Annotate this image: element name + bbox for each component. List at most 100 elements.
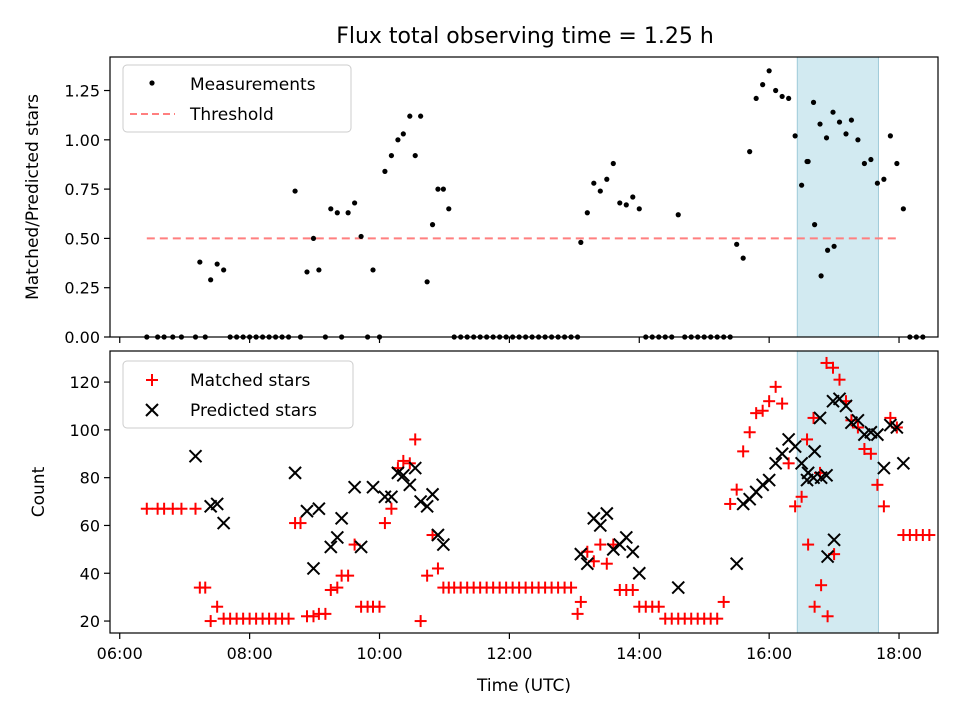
top-legend: Measurements Threshold (122, 64, 352, 133)
matched-star-point (414, 615, 427, 628)
measurement-point (636, 206, 642, 212)
matched-star-point (756, 404, 769, 417)
x-tick-label: 18:00 (876, 644, 922, 663)
matched-star-point (594, 538, 607, 551)
legend-measurements-label: Measurements (190, 75, 316, 95)
top-y-tick-label: 0.50 (64, 229, 100, 248)
matched-star-point (858, 442, 871, 455)
legend-predicted-marker (145, 403, 159, 417)
measurement-point (825, 247, 831, 253)
predicted-star-point (729, 556, 744, 571)
matched-star-point (175, 502, 188, 515)
predicted-star-point (794, 456, 809, 471)
measurement-point (584, 210, 590, 216)
x-tick-label: 06:00 (97, 644, 143, 663)
matched-star-point (820, 356, 833, 369)
predicted-star-point (762, 473, 776, 487)
predicted-star-point (436, 537, 451, 552)
predicted-star-point (890, 420, 904, 435)
predicted-star-point (347, 480, 362, 494)
matched-star-point (851, 421, 864, 434)
figure-title: Flux total observing time = 1.25 h (336, 24, 714, 49)
measurement-point (429, 222, 436, 228)
measurement-point (773, 87, 779, 94)
predicted-star-point (288, 466, 302, 480)
matched-star-point (802, 538, 815, 551)
predicted-star-point (210, 497, 224, 511)
matched-star-point (282, 612, 295, 625)
measurement-point (799, 182, 805, 188)
predicted-star-point (827, 533, 841, 547)
bottom-observing-window (796, 350, 879, 634)
measurement-point (786, 95, 792, 102)
x-axis-label: Time (UTC) (476, 676, 571, 696)
x-tick-label: 12:00 (486, 644, 532, 663)
measurement-point (753, 95, 759, 102)
matched-star-point (397, 454, 410, 467)
matched-star-point (204, 615, 217, 628)
predicted-star-point (408, 461, 422, 475)
predicted-star-point (300, 504, 314, 518)
predicted-star-point (420, 499, 434, 514)
measurement-point (630, 194, 636, 200)
measurement-point (610, 160, 616, 167)
measurement-point (412, 152, 418, 159)
measurement-point (804, 158, 810, 165)
predicted-star-point (632, 566, 646, 580)
predicted-star-point (851, 413, 865, 428)
matched-star-point (827, 361, 840, 374)
bottom-y-tick-label: 120 (69, 373, 100, 392)
top-panel: 0.00 0.25 0.50 0.75 1.00 1.25 Matched/Predict… (23, 56, 939, 347)
predicted-star-point (736, 497, 750, 511)
legend-predicted-label: Predicted stars (190, 401, 317, 421)
measurement-point (881, 176, 887, 182)
predicted-star-point (813, 411, 827, 425)
matched-star-point (626, 583, 639, 596)
top-plot-frame (109, 56, 939, 338)
predicted-star-point (354, 540, 368, 554)
bottom-panel: 20 40 60 80 100 120 06:00 08:00 10:00 12:00 14:00… (29, 350, 939, 696)
predicted-star-point (188, 449, 203, 463)
predicted-star-point (324, 540, 338, 554)
measurement-point (817, 121, 823, 127)
matched-star-point (808, 600, 821, 613)
predicted-star-point (425, 487, 440, 502)
measurement-point (675, 212, 681, 218)
matched-star-point (795, 490, 808, 503)
matched-star-point (571, 607, 584, 620)
bottom-y-tick-label: 60 (80, 516, 100, 535)
bottom-y-tick-label: 100 (69, 421, 100, 440)
top-y-tick-label: 0.00 (64, 328, 100, 347)
predicted-star-point (334, 511, 349, 525)
measurement-point (424, 279, 430, 285)
measurement-point (197, 259, 203, 265)
bottom-x-ticks: 06:00 08:00 10:00 12:00 14:00 16:00 18:00 (97, 633, 922, 663)
predicted-star-point (839, 399, 853, 413)
measurement-point (578, 239, 584, 245)
measurement-point (887, 133, 893, 139)
predicted-star-point (431, 528, 445, 542)
measurement-point (446, 206, 452, 212)
matched-star-point (782, 457, 795, 470)
predicted-star-point (330, 530, 345, 545)
predicted-star-point (806, 470, 821, 485)
matched-stars-layer (140, 356, 936, 628)
measurement-point (617, 200, 623, 206)
legend-threshold-label: Threshold (189, 105, 274, 125)
measurement-point (848, 117, 855, 123)
matched-star-point (189, 502, 202, 515)
measurement-point (214, 261, 220, 267)
measurement-point (855, 137, 861, 143)
matched-star-point (815, 579, 828, 592)
legend-measurement-marker (149, 80, 155, 86)
matched-star-point (574, 595, 587, 608)
matched-star-point (600, 557, 613, 570)
predicted-star-point (580, 556, 595, 571)
measurement-point (395, 137, 401, 143)
top-x-ticks (119, 337, 900, 343)
measurement-point (407, 113, 413, 119)
matched-star-point (331, 581, 344, 594)
predicted-star-point (593, 518, 608, 533)
predicted-star-point (403, 478, 417, 492)
